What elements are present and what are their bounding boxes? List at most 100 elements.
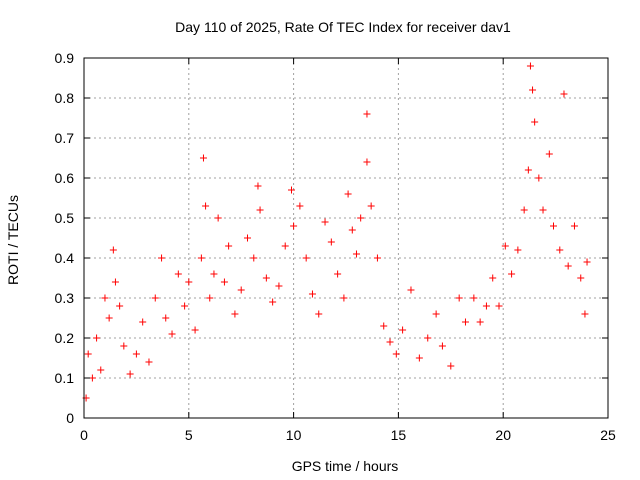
data-point	[508, 270, 516, 278]
y-tick-label: 0.7	[55, 130, 75, 146]
data-point	[556, 246, 564, 254]
data-point	[256, 206, 264, 214]
data-point	[191, 326, 199, 334]
x-tick-label: 5	[185, 427, 193, 443]
data-point	[84, 350, 92, 358]
data-point	[495, 302, 503, 310]
data-point	[583, 258, 591, 266]
data-point	[352, 250, 360, 258]
y-tick-label: 0.5	[55, 210, 75, 226]
data-point	[524, 166, 532, 174]
data-point	[116, 302, 124, 310]
data-point	[162, 314, 170, 322]
data-point	[174, 270, 182, 278]
data-point	[105, 314, 113, 322]
data-point	[581, 310, 589, 318]
data-point	[109, 246, 117, 254]
data-point	[560, 90, 568, 98]
data-point	[308, 290, 316, 298]
data-point	[202, 202, 210, 210]
chart-title: Day 110 of 2025, Rate Of TEC Index for r…	[175, 19, 511, 35]
data-point	[139, 318, 147, 326]
data-point	[243, 234, 251, 242]
plot-frame	[83, 57, 609, 419]
data-point	[181, 302, 189, 310]
data-point	[340, 294, 348, 302]
y-tick-label: 0.9	[55, 50, 75, 66]
data-point	[357, 214, 365, 222]
data-point	[237, 286, 245, 294]
data-point	[535, 174, 543, 182]
data-point	[132, 350, 140, 358]
data-point	[570, 222, 578, 230]
data-point	[514, 246, 522, 254]
data-point	[111, 278, 119, 286]
data-point	[461, 318, 469, 326]
y-tick-label: 0.8	[55, 90, 75, 106]
data-point	[476, 318, 484, 326]
data-point	[101, 294, 109, 302]
data-point	[254, 182, 262, 190]
x-tick-label: 20	[495, 427, 511, 443]
data-point	[126, 370, 134, 378]
data-point	[185, 278, 193, 286]
data-point	[526, 62, 534, 70]
y-tick-label: 0.3	[55, 290, 75, 306]
data-point	[97, 366, 105, 374]
data-point	[210, 270, 218, 278]
y-tick-label: 0.4	[55, 250, 75, 266]
data-point	[531, 118, 539, 126]
data-point	[321, 218, 329, 226]
data-point	[577, 274, 585, 282]
y-tick-label: 0	[66, 410, 74, 426]
data-point	[489, 274, 497, 282]
data-point	[539, 206, 547, 214]
axis-ticks: 0 5 10 15 20 25 0 0.1 0.2 0.3 0.4 0.5 0.6 0.7 0.8 0.9	[55, 50, 616, 443]
x-axis-label: GPS time / hours	[292, 458, 399, 474]
data-point	[88, 374, 96, 382]
data-point	[269, 298, 277, 306]
y-tick-label: 0.6	[55, 170, 75, 186]
data-point	[145, 358, 153, 366]
data-point	[545, 150, 553, 158]
data-point	[93, 334, 101, 342]
data-point	[455, 294, 463, 302]
data-point	[281, 242, 289, 250]
data-point	[220, 278, 228, 286]
data-point	[392, 350, 400, 358]
data-point	[206, 294, 214, 302]
data-point	[380, 322, 388, 330]
data-point	[348, 226, 356, 234]
y-tick-label: 0.1	[55, 370, 75, 386]
data-point	[399, 326, 407, 334]
data-point	[367, 202, 375, 210]
data-point	[225, 242, 233, 250]
x-tick-label: 10	[286, 427, 302, 443]
data-point	[199, 154, 207, 162]
data-point	[302, 254, 310, 262]
data-point	[438, 342, 446, 350]
data-point	[447, 362, 455, 370]
data-points	[82, 62, 591, 402]
data-point	[529, 86, 537, 94]
x-tick-label: 15	[391, 427, 407, 443]
data-point	[470, 294, 478, 302]
data-point	[334, 270, 342, 278]
y-tick-label: 0.2	[55, 330, 75, 346]
data-point	[250, 254, 258, 262]
data-point	[520, 206, 528, 214]
data-point	[424, 334, 432, 342]
data-point	[564, 262, 572, 270]
data-point	[373, 254, 381, 262]
data-point	[120, 342, 128, 350]
data-point	[415, 354, 423, 362]
data-point	[262, 274, 270, 282]
data-point	[363, 110, 371, 118]
data-point	[501, 242, 509, 250]
x-tick-label: 25	[600, 427, 616, 443]
data-point	[275, 282, 283, 290]
data-point	[151, 294, 159, 302]
data-point	[386, 338, 394, 346]
